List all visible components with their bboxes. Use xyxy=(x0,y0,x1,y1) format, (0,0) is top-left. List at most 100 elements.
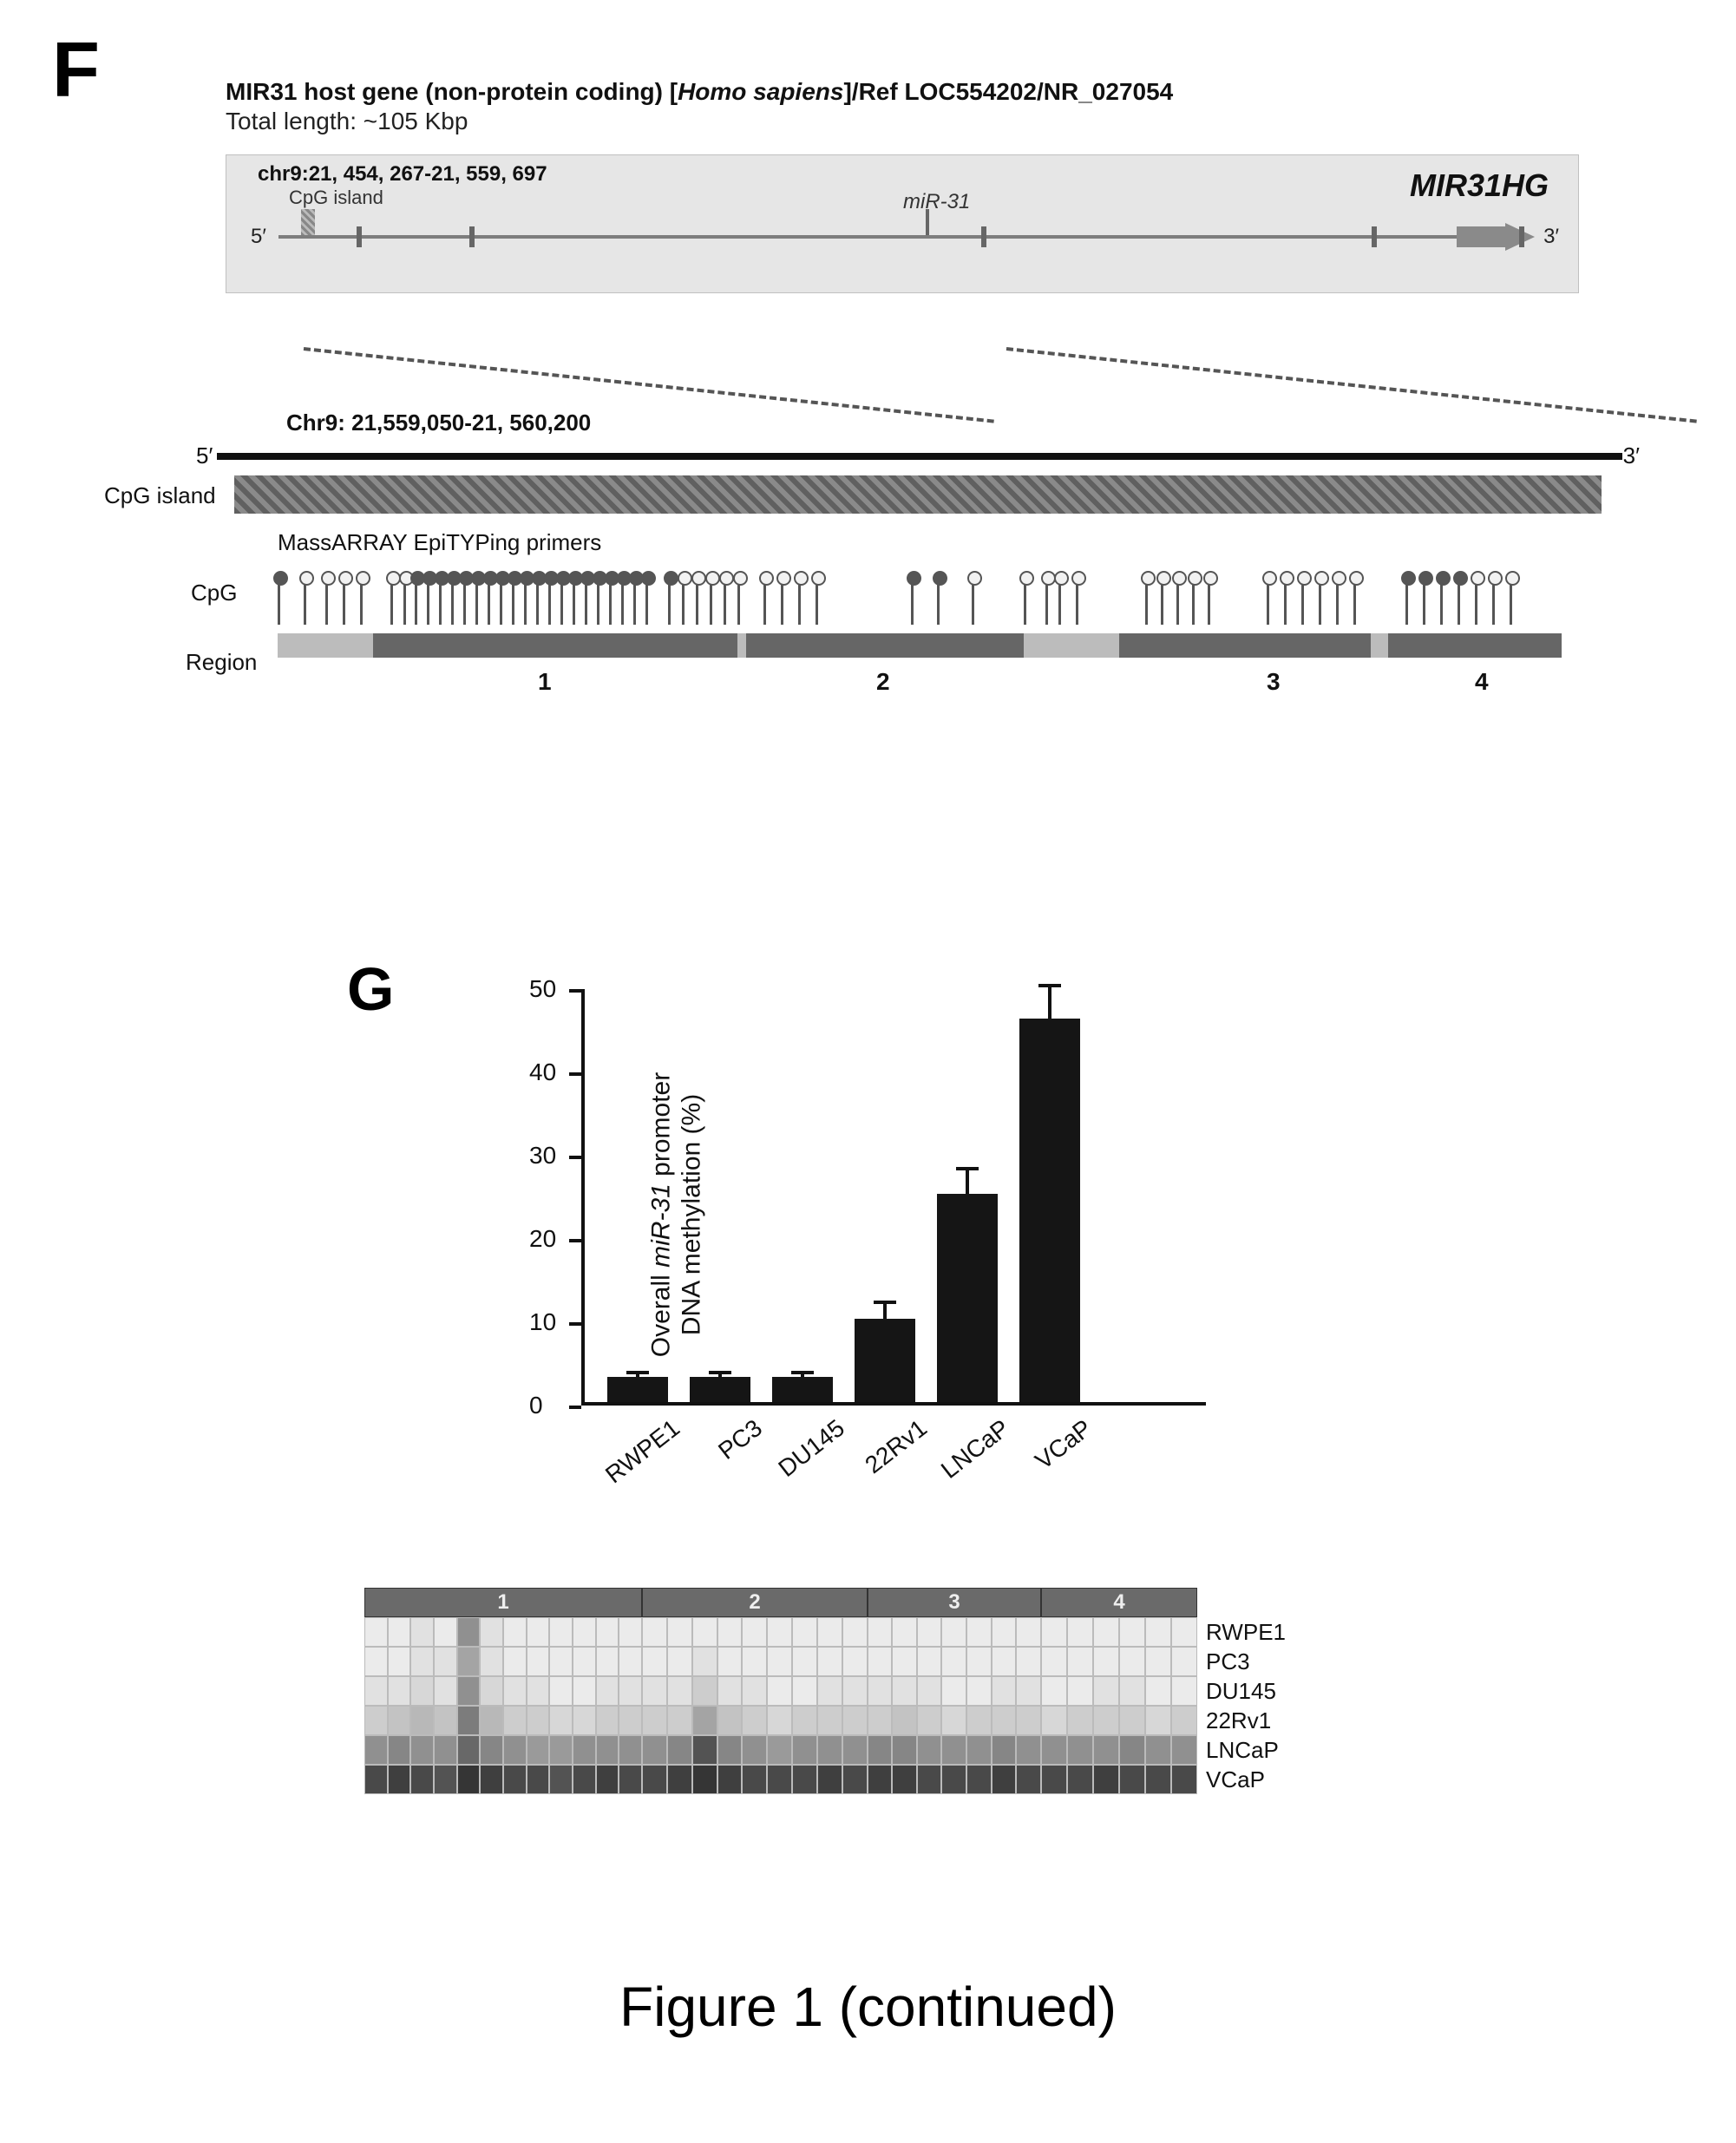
heatmap-cell xyxy=(549,1676,573,1706)
cpg-lollipop xyxy=(343,581,345,625)
heatmap-cell xyxy=(573,1706,596,1735)
cpg-lollipop xyxy=(911,581,914,625)
heatmap-cell xyxy=(1041,1706,1067,1735)
region-segment xyxy=(746,633,1024,658)
heatmap-cell xyxy=(892,1735,917,1765)
heatmap-cell xyxy=(892,1617,917,1647)
heatmap-cell xyxy=(992,1765,1017,1794)
cpg-lollipop xyxy=(585,581,587,625)
figure-caption: Figure 1 (continued) xyxy=(0,1975,1736,2039)
bar xyxy=(1019,1019,1080,1402)
region-number: 4 xyxy=(1475,668,1489,696)
region-number: 2 xyxy=(876,668,890,696)
heatmap-cell xyxy=(410,1706,434,1735)
region-number: 3 xyxy=(1267,668,1281,696)
cpg-lollipop xyxy=(597,581,599,625)
exon-tick xyxy=(469,226,475,247)
heatmap-cell xyxy=(917,1706,942,1735)
cpg-lollipop xyxy=(972,581,974,625)
heatmap-cell xyxy=(792,1647,817,1676)
heatmap-cell xyxy=(503,1676,527,1706)
bar xyxy=(937,1194,998,1402)
heatmap-cell xyxy=(941,1617,966,1647)
x-axis xyxy=(581,1402,1206,1406)
cpg-tick-icon xyxy=(301,209,315,235)
heatmap-cell xyxy=(527,1676,550,1706)
heatmap-cell xyxy=(917,1647,942,1676)
cpg-lollipop-track xyxy=(278,564,1562,625)
heatmap-cell xyxy=(596,1617,619,1647)
heatmap-cell xyxy=(388,1676,411,1706)
cpg-row-label: CpG xyxy=(191,580,237,606)
heatmap-cell xyxy=(767,1765,792,1794)
heatmap-cell xyxy=(868,1765,893,1794)
mir31-label: miR-31 xyxy=(903,190,970,214)
heatmap-cell xyxy=(1145,1735,1171,1765)
cpg-lollipop xyxy=(737,581,740,625)
bar-chart: Overall miR-31 promoter DNA methylation … xyxy=(581,989,1241,1440)
heatmap-cell xyxy=(1016,1647,1041,1676)
cpg-lollipop xyxy=(573,581,575,625)
heatmap-cell xyxy=(868,1647,893,1676)
heatmap-cell xyxy=(717,1676,743,1706)
heatmap-cell xyxy=(966,1647,992,1676)
heatmap-cell xyxy=(457,1735,481,1765)
heatmap-cell xyxy=(941,1676,966,1706)
cpg-lollipop xyxy=(536,581,539,625)
heatmap-cell xyxy=(1145,1647,1171,1676)
heatmap-cell xyxy=(817,1735,842,1765)
heatmap-cell xyxy=(966,1617,992,1647)
heatmap-cell xyxy=(642,1647,667,1676)
heatmap-cell xyxy=(1016,1676,1041,1706)
heatmap-cell xyxy=(842,1676,868,1706)
cpg-lollipop xyxy=(439,581,442,625)
heatmap-cell xyxy=(573,1647,596,1676)
heatmap-row-label: RWPE1 xyxy=(1206,1617,1286,1647)
heatmap-cell xyxy=(434,1676,457,1706)
y-tick xyxy=(569,1239,581,1242)
region-segment xyxy=(1119,633,1371,658)
heatmap-cell xyxy=(667,1735,692,1765)
cpg-lollipop xyxy=(1458,581,1460,625)
heatmap-cell xyxy=(1171,1735,1197,1765)
heatmap-cell xyxy=(642,1735,667,1765)
heatmap-region-header: 4 xyxy=(1041,1588,1197,1617)
region-row-label: Region xyxy=(186,649,257,676)
heatmap-cell xyxy=(692,1706,717,1735)
exon-tick xyxy=(1519,226,1524,247)
cpg-lollipop xyxy=(463,581,466,625)
heatmap-cell xyxy=(966,1765,992,1794)
heatmap-cell xyxy=(767,1647,792,1676)
heatmap-cell xyxy=(767,1706,792,1735)
cpg-lollipop xyxy=(1440,581,1443,625)
zoom-track xyxy=(217,453,1622,460)
heatmap-cell xyxy=(619,1765,642,1794)
heatmap-cell xyxy=(767,1617,792,1647)
heatmap-cell xyxy=(410,1647,434,1676)
y-tick-label: 30 xyxy=(529,1142,556,1170)
heatmap-cell xyxy=(1119,1676,1145,1706)
cpg-lollipop xyxy=(645,581,648,625)
heatmap-cell xyxy=(792,1735,817,1765)
cpg-lollipop xyxy=(1161,581,1163,625)
heatmap-cell xyxy=(1119,1706,1145,1735)
heatmap-cell xyxy=(527,1735,550,1765)
heatmap-cell xyxy=(388,1706,411,1735)
heatmap-cell xyxy=(1041,1765,1067,1794)
heatmap-cell xyxy=(792,1706,817,1735)
heatmap-cell xyxy=(503,1735,527,1765)
heatmap-cell xyxy=(527,1617,550,1647)
cpg-lollipop xyxy=(621,581,624,625)
cpg-lollipop xyxy=(524,581,527,625)
heatmap-cell xyxy=(842,1617,868,1647)
panel-g: Overall miR-31 promoter DNA methylation … xyxy=(408,989,1275,1440)
panel-f-subtitle: Total length: ~105 Kbp xyxy=(226,108,1614,135)
heatmap-cell xyxy=(742,1706,767,1735)
zoom-dash-right xyxy=(1006,347,1697,423)
cpg-lollipop xyxy=(1208,581,1210,625)
heatmap-cell xyxy=(692,1735,717,1765)
heatmap-cell xyxy=(1067,1676,1093,1706)
heatmap-cell xyxy=(692,1617,717,1647)
cpg-lollipop xyxy=(763,581,766,625)
cpg-lollipop xyxy=(633,581,636,625)
